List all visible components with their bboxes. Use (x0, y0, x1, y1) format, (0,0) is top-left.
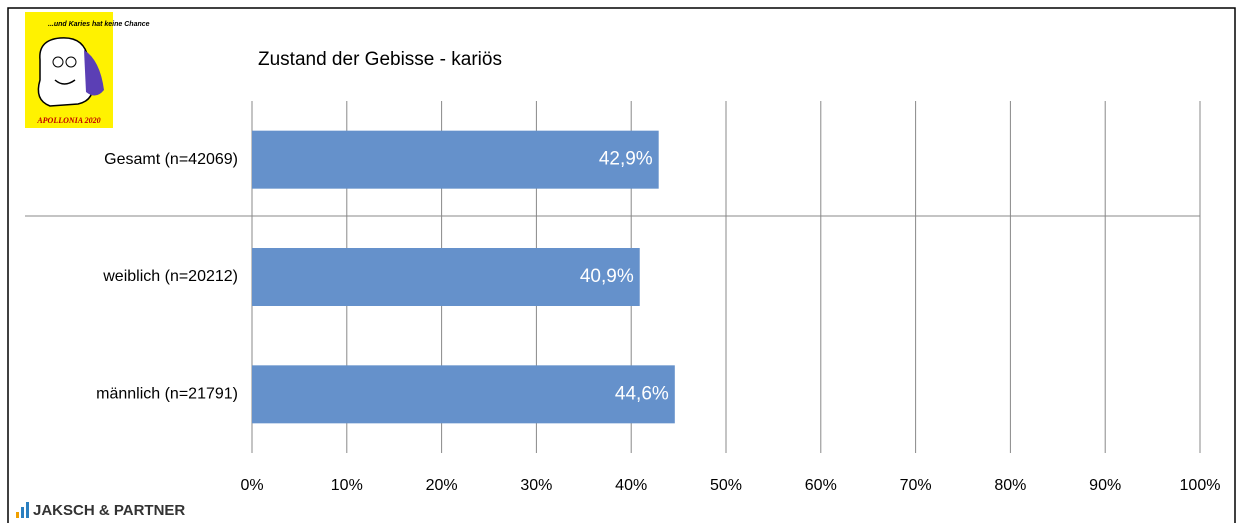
y-tick-label: männlich (n=21791) (96, 386, 238, 403)
footer-text: JAKSCH & PARTNER (33, 502, 185, 519)
x-tick-label: 60% (805, 477, 837, 494)
x-tick-label: 40% (615, 477, 647, 494)
logo-name: APOLLONIA 2020 (36, 116, 100, 125)
x-tick-label: 100% (1180, 477, 1221, 494)
footer-icon-bar (16, 512, 19, 518)
x-tick-label: 20% (426, 477, 458, 494)
footer-icon-bar (21, 507, 24, 518)
logo-mouth (54, 79, 76, 85)
x-tick-label: 90% (1089, 477, 1121, 494)
x-tick-label: 10% (331, 477, 363, 494)
footer-icon-bar (26, 502, 29, 518)
x-tick-label: 80% (994, 477, 1026, 494)
logo-eye (52, 56, 64, 68)
y-tick-label: Gesamt (n=42069) (104, 151, 238, 168)
x-tick-label: 70% (900, 477, 932, 494)
bar (252, 248, 640, 306)
x-tick-label: 50% (710, 477, 742, 494)
data-label: 44,6% (615, 383, 669, 404)
logo-tooth (37, 37, 94, 107)
data-label: 40,9% (580, 266, 634, 287)
chart-title: Zustand der Gebisse - kariös (258, 49, 502, 70)
logo-slogan: ...und Karies hat keine Chance (48, 21, 150, 28)
logo-eye (65, 56, 77, 68)
x-tick-label: 30% (520, 477, 552, 494)
footer-logo: JAKSCH & PARTNER (16, 502, 185, 519)
y-tick-label: weiblich (n=20212) (102, 268, 238, 285)
data-label: 42,9% (599, 149, 653, 170)
x-tick-label: 0% (240, 477, 263, 494)
logo-brush (84, 50, 104, 96)
logo: ...und Karies hat keine Chance APOLLONIA… (25, 12, 150, 128)
bar (252, 130, 659, 189)
bar (252, 365, 675, 424)
